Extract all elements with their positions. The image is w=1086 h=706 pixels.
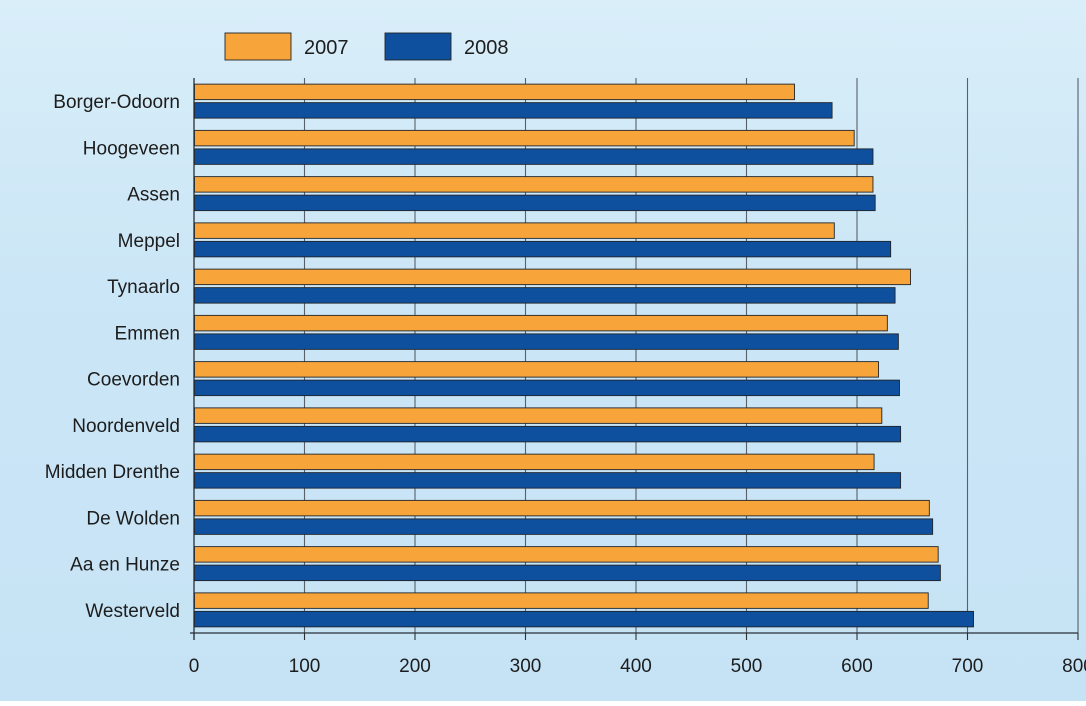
bar-2007-de-wolden	[194, 499, 930, 517]
bar-2008-borger-odoorn	[194, 102, 833, 119]
bar-2008-assen	[194, 194, 876, 212]
bar-2007-assen	[194, 176, 874, 193]
category-label: Meppel	[118, 231, 180, 252]
bar-2008-aa-en-hunze	[194, 564, 941, 582]
bar-2007-borger-odoorn	[194, 83, 795, 101]
category-label: Coevorden	[87, 370, 180, 391]
category-label: De Wolden	[86, 508, 180, 529]
x-tick-label: 500	[731, 656, 763, 677]
axes	[190, 78, 1079, 640]
bar-2007-tynaarlo	[194, 268, 911, 286]
category-label: Assen	[127, 185, 180, 206]
bar-2008-tynaarlo	[194, 287, 896, 304]
category-labels: Borger-Odoorn Hoogeveen Assen Meppel Tynaarl…	[45, 92, 180, 622]
bar-2007-meppel	[194, 222, 835, 239]
x-tick-label: 0	[189, 656, 200, 677]
bar-2008-midden-drenthe	[194, 472, 902, 489]
bar-2008-emmen	[194, 333, 899, 350]
bar-2008-noordenveld	[194, 425, 902, 443]
bar-2008-hoogeveen	[194, 148, 874, 165]
category-label: Tynaarlo	[107, 277, 180, 298]
legend-swatch-2008	[384, 32, 452, 61]
category-label: Midden Drenthe	[45, 462, 180, 483]
bar-2008-meppel	[194, 240, 892, 258]
category-label: Hoogeveen	[83, 138, 180, 159]
category-label: Westerveld	[85, 601, 180, 622]
category-label: Borger-Odoorn	[53, 92, 180, 113]
grid-lines	[303, 78, 1079, 633]
x-tick-label: 300	[510, 656, 542, 677]
x-tick-label: 400	[620, 656, 652, 677]
bars	[194, 83, 974, 628]
bar-2007-midden-drenthe	[194, 453, 875, 471]
x-tick-label: 800	[1062, 656, 1086, 677]
bar-2008-de-wolden	[194, 518, 934, 535]
x-tick-label: 100	[289, 656, 321, 677]
legend-label-2008: 2008	[464, 37, 509, 59]
bar-2007-emmen	[194, 314, 888, 332]
bar-2007-hoogeveen	[194, 129, 855, 147]
category-label: Emmen	[115, 323, 180, 344]
bar-2008-westerveld	[194, 610, 974, 628]
x-tick-label: 600	[841, 656, 873, 677]
bar-2008-coevorden	[194, 379, 900, 397]
category-label: Noordenveld	[72, 416, 180, 437]
legend-label-2007: 2007	[304, 37, 349, 59]
x-tick-label: 200	[399, 656, 431, 677]
legend-swatch-2007	[224, 32, 292, 61]
bar-2007-aa-en-hunze	[194, 546, 939, 563]
x-tick-labels: 0 100 200 300 400 500 600 700 800	[189, 656, 1086, 677]
x-tick-label: 700	[952, 656, 984, 677]
bar-2007-noordenveld	[194, 407, 883, 424]
bar-2007-coevorden	[194, 361, 879, 378]
bar-2007-westerveld	[194, 592, 929, 609]
category-label: Aa en Hunze	[70, 555, 180, 576]
legend: 2007 2008	[224, 32, 509, 61]
